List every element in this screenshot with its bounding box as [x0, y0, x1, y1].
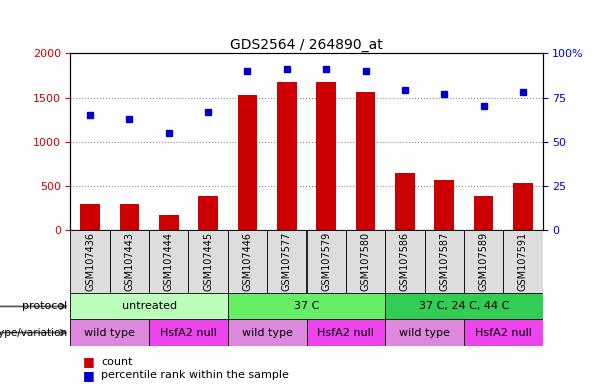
Text: GSM107589: GSM107589: [479, 232, 489, 291]
Bar: [316, 82, 336, 230]
Text: wild type: wild type: [85, 328, 135, 338]
Text: HsfA2 null: HsfA2 null: [160, 328, 217, 338]
Text: untreated: untreated: [121, 301, 177, 311]
Bar: [464, 319, 543, 346]
Text: GSM107446: GSM107446: [243, 232, 253, 291]
Bar: [70, 293, 228, 319]
Bar: [435, 180, 454, 230]
Text: GSM107436: GSM107436: [85, 232, 95, 291]
Bar: [199, 197, 218, 230]
Bar: [267, 230, 306, 293]
Text: ■: ■: [83, 355, 94, 368]
Text: GSM107587: GSM107587: [439, 232, 449, 291]
Text: genotype/variation: genotype/variation: [0, 328, 67, 338]
Bar: [189, 230, 228, 293]
Title: GDS2564 / 264890_at: GDS2564 / 264890_at: [230, 38, 383, 52]
Bar: [503, 230, 543, 293]
Text: GSM107445: GSM107445: [203, 232, 213, 291]
Bar: [238, 95, 257, 230]
Text: GSM107443: GSM107443: [124, 232, 134, 291]
Bar: [110, 230, 149, 293]
Bar: [70, 230, 110, 293]
Bar: [385, 230, 424, 293]
Bar: [277, 82, 297, 230]
Bar: [356, 92, 375, 230]
Bar: [385, 293, 543, 319]
Text: GSM107579: GSM107579: [321, 232, 331, 291]
Bar: [464, 230, 503, 293]
Text: GSM107580: GSM107580: [360, 232, 370, 291]
Text: protocol: protocol: [22, 301, 67, 311]
Text: GSM107444: GSM107444: [164, 232, 174, 291]
Bar: [159, 215, 178, 230]
Bar: [395, 173, 414, 230]
Bar: [228, 293, 385, 319]
Text: ■: ■: [83, 369, 94, 382]
Bar: [474, 197, 493, 230]
Text: GSM107577: GSM107577: [282, 232, 292, 291]
Text: 37 C: 37 C: [294, 301, 319, 311]
Text: GSM107591: GSM107591: [518, 232, 528, 291]
Bar: [306, 319, 385, 346]
Text: count: count: [101, 356, 132, 367]
Text: HsfA2 null: HsfA2 null: [318, 328, 375, 338]
Text: 37 C, 24 C, 44 C: 37 C, 24 C, 44 C: [419, 301, 509, 311]
Bar: [346, 230, 385, 293]
Bar: [70, 319, 149, 346]
Bar: [513, 183, 533, 230]
Text: HsfA2 null: HsfA2 null: [474, 328, 531, 338]
Bar: [228, 319, 306, 346]
Bar: [306, 230, 346, 293]
Text: GSM107586: GSM107586: [400, 232, 410, 291]
Bar: [228, 230, 267, 293]
Text: percentile rank within the sample: percentile rank within the sample: [101, 370, 289, 381]
Bar: [149, 319, 228, 346]
Text: wild type: wild type: [399, 328, 450, 338]
Text: wild type: wild type: [242, 328, 292, 338]
Bar: [424, 230, 464, 293]
Bar: [120, 204, 139, 230]
Bar: [80, 204, 100, 230]
Bar: [385, 319, 464, 346]
Bar: [149, 230, 189, 293]
